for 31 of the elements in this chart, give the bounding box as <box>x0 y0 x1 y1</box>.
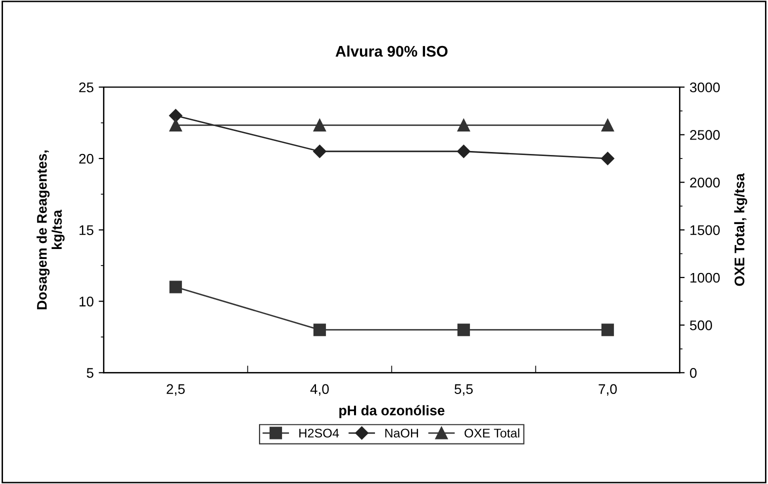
y-tick-label: 5 <box>86 368 94 378</box>
x-tick-label: 7,0 <box>598 384 617 396</box>
point <box>601 324 614 336</box>
x-axis-title: pH da ozonólise <box>339 405 444 418</box>
y2-tick-label: 2000 <box>690 178 720 188</box>
y-tick-label: 15 <box>80 225 94 236</box>
x-tick-label: 5,5 <box>454 384 473 396</box>
y2-tick-label: 1000 <box>690 272 720 283</box>
point <box>169 109 182 122</box>
y2-axis-title: OXE Total, kg/tsa <box>734 173 748 286</box>
point <box>457 324 470 336</box>
y2-tick-label: 500 <box>690 320 712 330</box>
y2-tick-label: 2500 <box>690 130 720 140</box>
point <box>313 324 326 336</box>
x-tick-label: 2,5 <box>166 384 185 396</box>
legend-label: H2SO4 <box>299 428 339 438</box>
x-tick-label: 4,0 <box>310 384 329 396</box>
point <box>457 144 470 158</box>
y2-tick-label: 1500 <box>690 225 720 236</box>
legend-label: OXE Total <box>464 428 520 438</box>
point <box>601 152 614 166</box>
y-tick-label: 25 <box>79 82 94 92</box>
y-axis-title: Dosagem de Reagentes, kg/tsa <box>36 150 65 310</box>
chart-title: Alvura 90% ISO <box>336 45 448 57</box>
y-tick-label: 10 <box>80 296 94 306</box>
legend-label: NaOH <box>385 428 418 438</box>
point <box>169 280 182 294</box>
y2-tick-label: 3000 <box>690 82 720 92</box>
y-tick-label: 20 <box>79 154 94 164</box>
y2-tick-label: 0 <box>690 368 697 378</box>
point <box>313 144 326 158</box>
